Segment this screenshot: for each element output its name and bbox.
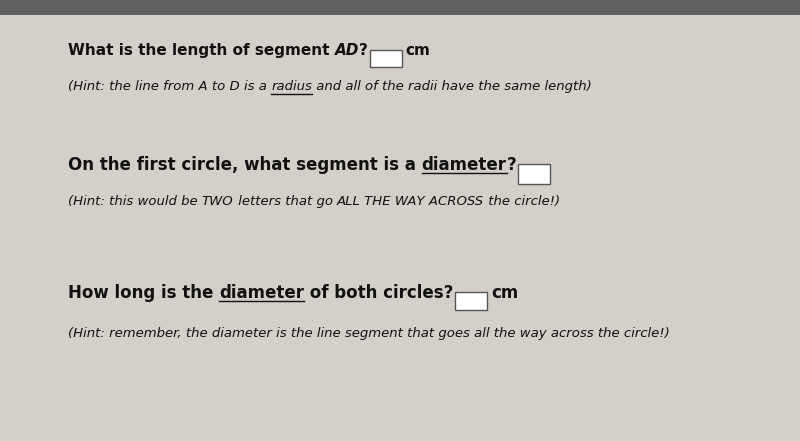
Text: On the first circle, what segment is a: On the first circle, what segment is a	[68, 156, 422, 174]
Text: diameter: diameter	[422, 156, 506, 174]
Text: (Hint: remember, the diameter is the line segment that goes all the way across t: (Hint: remember, the diameter is the lin…	[68, 327, 670, 340]
Text: How long is the: How long is the	[68, 284, 219, 302]
Text: AD: AD	[334, 43, 359, 58]
Text: radius: radius	[271, 80, 312, 93]
Text: (Hint: this would be: (Hint: this would be	[68, 195, 202, 208]
Text: TWO: TWO	[202, 195, 234, 208]
Text: letters that go: letters that go	[234, 195, 337, 208]
Text: ?: ?	[359, 43, 368, 58]
Text: of both circles?: of both circles?	[304, 284, 454, 302]
Text: cm: cm	[491, 284, 518, 302]
Text: diameter: diameter	[219, 284, 304, 302]
Text: ALL THE WAY ACROSS: ALL THE WAY ACROSS	[337, 195, 484, 208]
Bar	[0, 0, 800, 15]
Text: and all of the radii have the same length): and all of the radii have the same lengt…	[312, 80, 592, 93]
Text: the circle!): the circle!)	[484, 195, 560, 208]
Text: ?: ?	[506, 156, 516, 174]
Text: (Hint: the line from A to D is a: (Hint: the line from A to D is a	[68, 80, 271, 93]
Text: What is the length of segment: What is the length of segment	[68, 43, 334, 58]
Text: cm: cm	[406, 43, 430, 58]
